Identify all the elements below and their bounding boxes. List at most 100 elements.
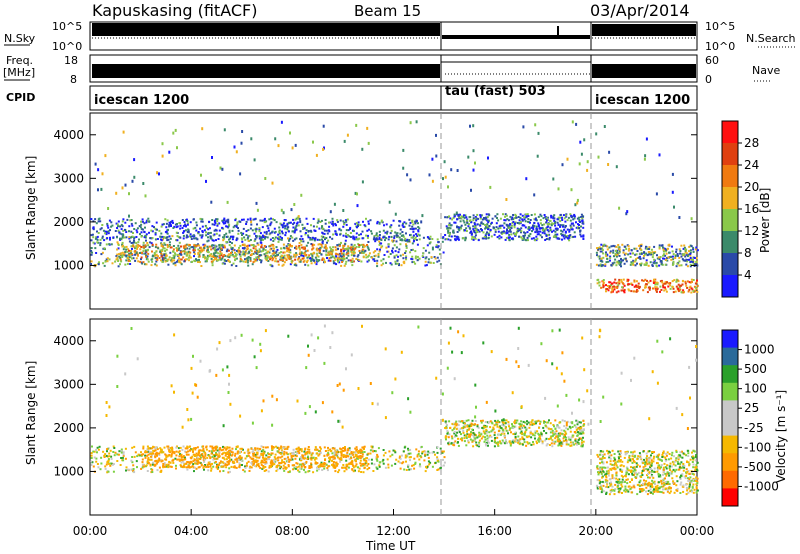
data-cell — [317, 468, 320, 471]
data-cell — [364, 225, 367, 228]
data-cell — [464, 237, 467, 240]
scatter-cell — [581, 219, 584, 223]
data-cell — [140, 258, 142, 261]
data-cell — [310, 252, 313, 255]
data-cell — [160, 460, 163, 463]
data-cell — [200, 265, 203, 267]
data-cell — [207, 469, 210, 472]
data-cell — [393, 255, 396, 258]
data-cell — [282, 464, 285, 467]
scatter-cell — [200, 173, 202, 177]
data-cell — [643, 253, 646, 256]
data-cell — [245, 234, 248, 236]
data-cell — [580, 235, 583, 238]
data-cell — [165, 226, 168, 229]
data-cell — [482, 222, 485, 225]
data-cell — [349, 228, 351, 230]
data-cell — [416, 243, 419, 246]
data-cell — [251, 263, 254, 266]
data-cell — [198, 454, 201, 457]
scatter-cell — [411, 219, 414, 223]
data-cell — [150, 455, 152, 458]
data-cell — [216, 223, 219, 226]
data-cell — [424, 470, 427, 473]
data-cell — [470, 233, 473, 236]
data-cell — [153, 463, 156, 466]
data-cell — [289, 244, 292, 247]
data-cell — [206, 250, 209, 253]
data-cell — [351, 463, 354, 466]
data-cell — [409, 221, 412, 224]
data-cell — [536, 233, 539, 236]
data-cell — [303, 466, 306, 469]
data-cell — [270, 221, 273, 224]
data-cell — [260, 244, 263, 247]
data-cell — [209, 235, 212, 238]
data-cell — [447, 238, 450, 241]
data-cell — [596, 279, 599, 282]
data-cell — [227, 463, 230, 466]
data-cell — [412, 261, 415, 263]
data-cell — [361, 230, 364, 233]
data-cell — [276, 248, 279, 251]
data-cell — [505, 223, 508, 226]
data-cell — [663, 247, 666, 250]
data-cell — [345, 253, 348, 256]
data-cell — [376, 238, 379, 241]
data-cell — [158, 257, 161, 259]
colorbar-segment — [722, 187, 738, 210]
data-cell — [210, 248, 213, 251]
data-cell — [169, 222, 172, 225]
data-cell — [606, 245, 609, 248]
data-cell — [193, 447, 196, 450]
data-cell — [352, 251, 355, 254]
data-cell — [505, 236, 508, 239]
data-cell — [331, 237, 334, 240]
data-cell — [553, 217, 556, 220]
data-cell — [126, 262, 129, 265]
data-cell — [360, 233, 362, 236]
data-cell — [285, 460, 288, 463]
data-cell — [250, 461, 253, 464]
data-cell — [209, 254, 212, 257]
data-cell — [329, 448, 332, 451]
data-cell — [675, 250, 678, 253]
data-cell — [135, 245, 138, 248]
data-cell — [660, 289, 663, 291]
data-cell — [141, 220, 144, 223]
data-cell — [501, 224, 504, 227]
data-cell — [289, 237, 292, 240]
data-cell — [301, 462, 304, 465]
data-cell — [532, 228, 535, 231]
data-cell — [296, 222, 298, 225]
data-cell — [260, 453, 263, 456]
data-cell — [542, 217, 545, 220]
data-cell — [142, 261, 145, 264]
data-cell — [354, 459, 357, 462]
data-cell — [662, 282, 665, 285]
data-cell — [309, 238, 312, 241]
data-cell — [539, 230, 542, 233]
data-cell — [184, 258, 187, 261]
scatter-cell — [264, 177, 267, 180]
data-cell — [667, 285, 670, 288]
data-cell — [638, 244, 641, 247]
data-cell — [440, 466, 442, 469]
data-cell — [549, 431, 552, 434]
data-cell — [155, 264, 158, 267]
data-cell — [261, 467, 264, 470]
data-cell — [344, 446, 346, 448]
data-cell — [338, 252, 341, 255]
data-cell — [562, 235, 565, 238]
data-cell — [632, 290, 635, 293]
data-cell — [653, 258, 656, 261]
data-cell — [110, 243, 113, 246]
data-cell — [120, 451, 123, 454]
data-cell — [308, 465, 311, 468]
data-cell — [100, 462, 103, 465]
data-cell — [302, 464, 305, 467]
data-cell — [272, 458, 275, 461]
data-cell — [211, 219, 214, 221]
data-cell — [120, 223, 123, 226]
data-cell — [616, 253, 619, 256]
